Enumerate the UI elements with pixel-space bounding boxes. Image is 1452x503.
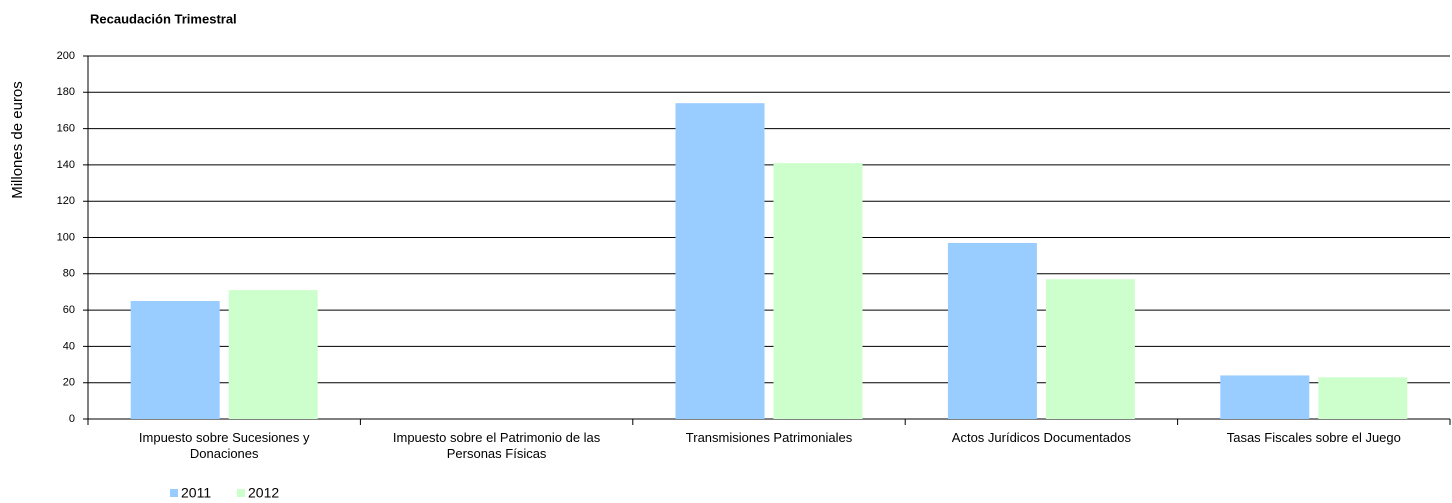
y-tick-label: 180: [57, 86, 75, 98]
legend-label: 2011: [181, 485, 211, 501]
chart-title: Recaudación Trimestral: [90, 11, 237, 26]
bar: [773, 163, 863, 419]
y-tick-label: 60: [63, 304, 75, 316]
y-tick-label: 40: [63, 340, 75, 352]
y-tick-label: 160: [57, 123, 75, 135]
y-tick-label: 100: [57, 231, 75, 243]
y-axis-label: Millones de euros: [9, 81, 26, 199]
y-tick-label: 80: [63, 268, 75, 280]
bar: [228, 290, 318, 419]
y-tick-label: 0: [69, 413, 75, 425]
y-tick-label: 140: [57, 159, 75, 171]
bar: [130, 301, 220, 419]
legend-swatch: [170, 489, 178, 497]
bar: [1318, 377, 1408, 419]
legend-swatch: [237, 489, 245, 497]
bar: [675, 103, 765, 419]
x-tick-label: Impuesto sobre Sucesiones y Donaciones: [138, 430, 310, 461]
y-tick-label: 20: [63, 377, 75, 389]
x-tick-label: Tasas Fiscales sobre el Juego: [1226, 430, 1401, 445]
x-tick-label: Impuesto sobre el Patrimonio de las Pers…: [392, 430, 601, 461]
bar: [1220, 375, 1310, 419]
y-tick-label: 120: [57, 195, 75, 207]
y-tick-label: 200: [57, 50, 75, 62]
legend-label: 2012: [248, 485, 279, 501]
x-tick-label: Transmisiones Patrimoniales: [685, 430, 853, 445]
bar: [947, 242, 1037, 419]
x-tick-label: Actos Jurídicos Documentados: [951, 430, 1131, 445]
bar: [1045, 279, 1135, 419]
